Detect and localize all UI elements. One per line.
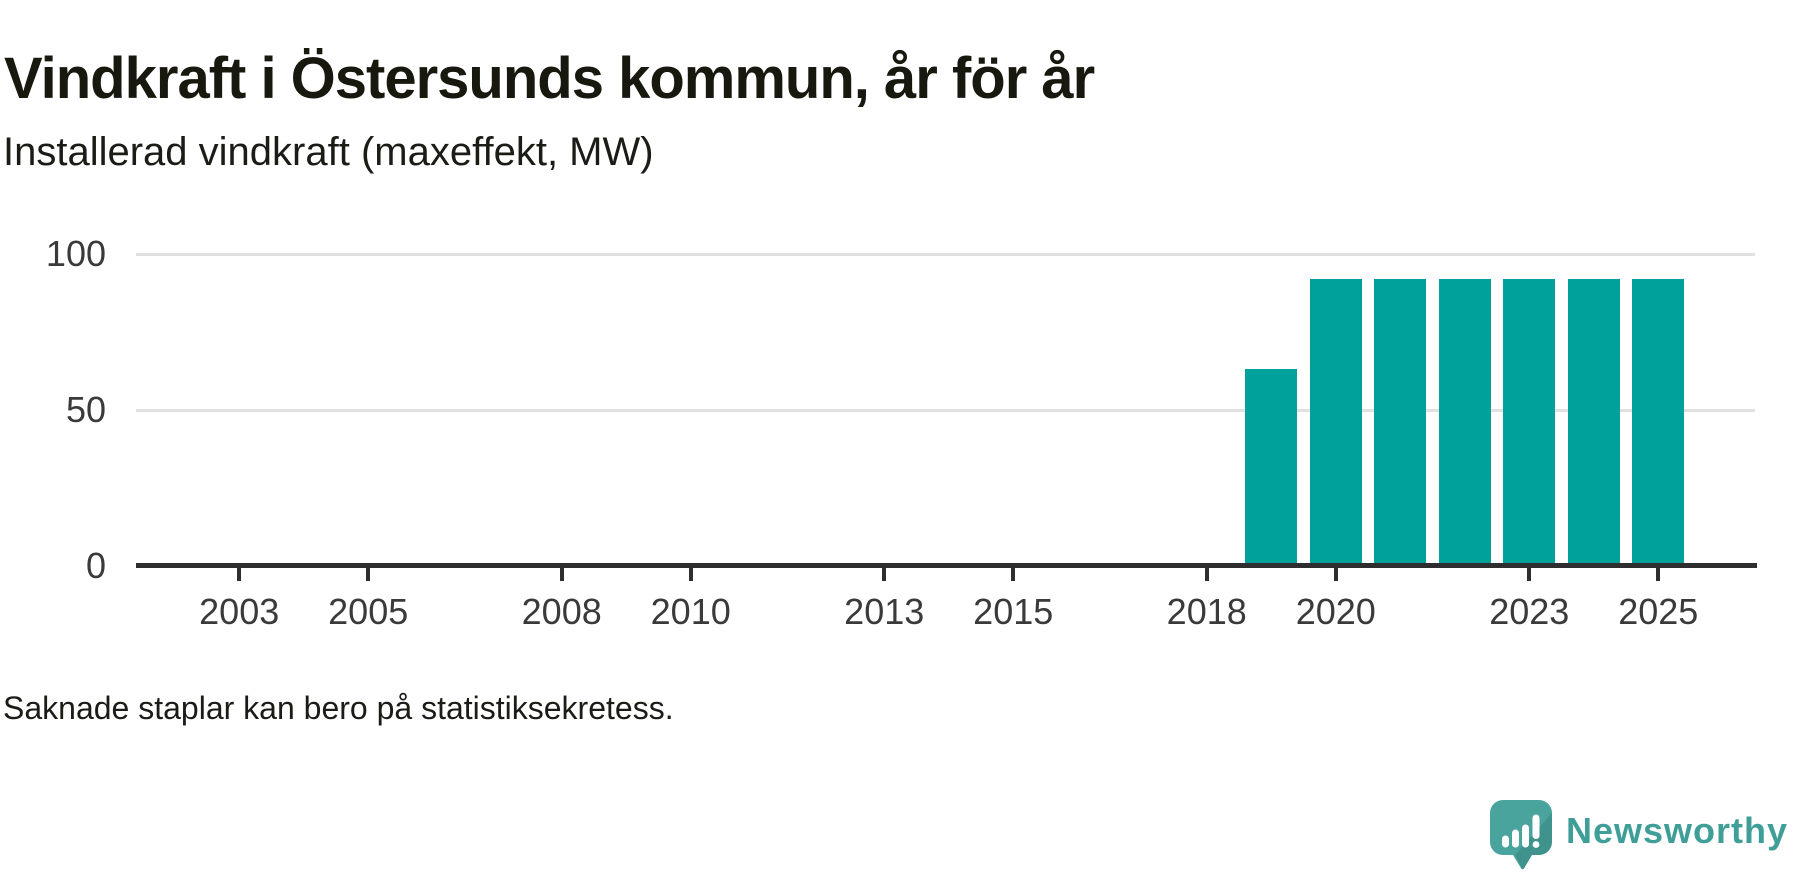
x-axis-label-2025: 2025 bbox=[1618, 591, 1699, 632]
x-axis-tick-2005 bbox=[366, 568, 371, 581]
x-axis-tick-2020 bbox=[1333, 568, 1338, 581]
x-axis-label-2020: 2020 bbox=[1295, 591, 1376, 632]
x-axis-label-2013: 2013 bbox=[844, 591, 925, 632]
gridline-50 bbox=[136, 408, 1755, 412]
bar-2021 bbox=[1374, 278, 1427, 566]
x-axis-line bbox=[136, 563, 1757, 568]
bar-2020 bbox=[1309, 278, 1362, 566]
x-axis-tick-2023 bbox=[1527, 568, 1532, 581]
x-axis-tick-2013 bbox=[882, 568, 887, 581]
icon-exclamation-dot bbox=[1532, 841, 1540, 848]
y-axis-label-50: 50 bbox=[65, 389, 106, 430]
x-axis-tick-2018 bbox=[1204, 568, 1209, 581]
icon-bar-medium bbox=[1511, 829, 1519, 848]
bar-2019 bbox=[1245, 369, 1298, 566]
footnote: Saknade staplar kan bero på statistiksek… bbox=[3, 690, 674, 726]
bar-2022 bbox=[1438, 278, 1491, 566]
icon-bar-tall bbox=[1521, 824, 1529, 848]
x-axis-label-2003: 2003 bbox=[199, 591, 280, 632]
x-axis-label-2015: 2015 bbox=[973, 591, 1054, 632]
x-axis-label-2008: 2008 bbox=[521, 591, 602, 632]
x-axis-label-2023: 2023 bbox=[1489, 591, 1570, 632]
chart-title: Vindkraft i Östersunds kommun, år för år bbox=[4, 45, 1095, 111]
x-axis-tick-2003 bbox=[237, 568, 242, 581]
bar-2024 bbox=[1567, 278, 1620, 566]
bar-2023 bbox=[1503, 278, 1556, 566]
gridline-100 bbox=[136, 252, 1755, 256]
newsworthy-icon bbox=[1489, 800, 1552, 870]
x-axis-tick-2008 bbox=[559, 568, 564, 581]
icon-exclamation-bar bbox=[1532, 814, 1540, 839]
y-axis-label-100: 100 bbox=[45, 233, 106, 274]
x-axis-tick-2025 bbox=[1656, 568, 1661, 581]
chart-subtitle: Installerad vindkraft (maxeffekt, MW) bbox=[3, 130, 654, 174]
x-axis-label-2010: 2010 bbox=[650, 591, 731, 632]
x-axis-label-2018: 2018 bbox=[1166, 591, 1247, 632]
x-axis-tick-2010 bbox=[688, 568, 693, 581]
x-axis-label-2005: 2005 bbox=[328, 591, 409, 632]
bar-2025 bbox=[1632, 278, 1685, 566]
newsworthy-logo: Newsworthy bbox=[1489, 797, 1788, 873]
newsworthy-wordmark: Newsworthy bbox=[1565, 810, 1788, 851]
icon-bar-small bbox=[1501, 835, 1509, 848]
x-axis-tick-2015 bbox=[1011, 568, 1016, 581]
y-axis-label-0: 0 bbox=[85, 545, 106, 586]
